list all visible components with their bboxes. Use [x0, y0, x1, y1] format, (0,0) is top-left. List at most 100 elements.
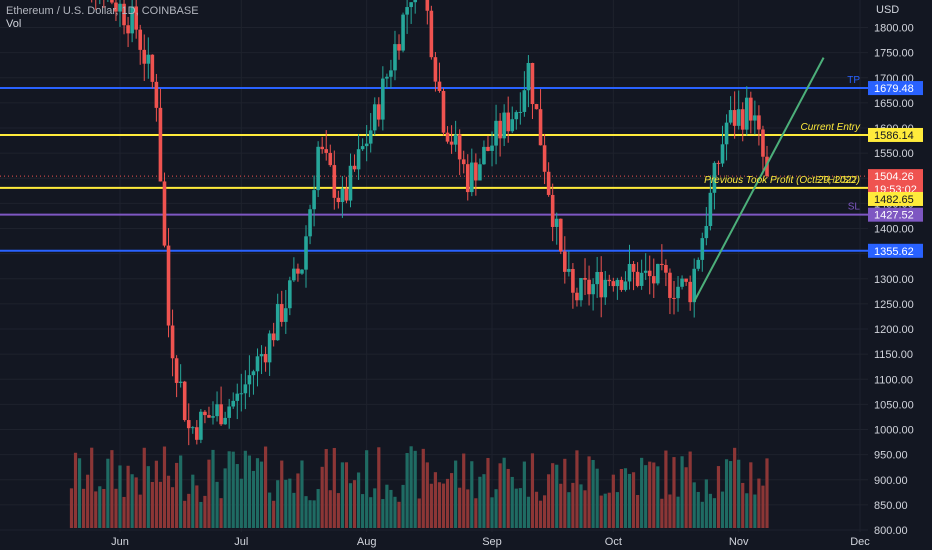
volume-bar	[688, 451, 692, 528]
x-tick-label: Aug	[357, 536, 377, 548]
volume-bar	[405, 453, 409, 528]
time-axis[interactable]: Jun Jul Aug Sep Oct Nov Dec	[111, 536, 870, 548]
candle-body	[445, 132, 450, 142]
candle-body	[186, 420, 191, 429]
candle-body	[651, 276, 656, 284]
candle-body	[502, 112, 506, 139]
volume-bar	[729, 461, 733, 528]
y-tick-label: 1650.00	[874, 98, 914, 110]
candle-body	[728, 110, 733, 123]
volume-bar	[708, 493, 712, 528]
candle-body	[672, 297, 676, 299]
candle-body	[704, 226, 709, 239]
volume-bar	[749, 462, 753, 528]
y-tick-label: 1050.00	[874, 399, 914, 411]
volume-bar	[389, 489, 393, 528]
volume-bar	[276, 480, 280, 528]
candle-body	[251, 371, 256, 376]
volume-bar	[243, 450, 247, 528]
level-tag-label: 1679.48	[874, 83, 914, 95]
y-tick-label: 1300.00	[874, 274, 914, 286]
candle-body	[263, 354, 268, 363]
candle-body	[716, 162, 721, 164]
candle-body	[563, 251, 567, 272]
candle-body	[292, 268, 296, 281]
candle-body	[615, 279, 620, 287]
candle-body	[195, 427, 199, 440]
volume-bar	[272, 500, 276, 528]
candle-body	[522, 90, 527, 112]
candle-body	[441, 90, 446, 133]
volume-bar	[615, 492, 619, 528]
candle-body	[182, 381, 187, 421]
candle-body	[607, 279, 612, 282]
volume-bar	[737, 459, 741, 528]
level-text: TP	[847, 75, 860, 86]
candle-body	[114, 2, 118, 12]
volume-bar	[215, 481, 219, 528]
volume-bar	[138, 494, 142, 528]
volume-bar	[195, 485, 199, 528]
candle-body	[461, 159, 466, 165]
volume-bar	[425, 462, 429, 528]
candle-body	[664, 264, 668, 273]
volume-bar	[542, 495, 547, 528]
candle-body	[757, 115, 761, 130]
volume-bar	[320, 466, 324, 528]
trend-line-segment[interactable]	[693, 57, 825, 302]
level-tag	[868, 207, 923, 222]
candle-body	[219, 404, 223, 425]
candle-body	[312, 190, 316, 210]
volume-bar	[664, 450, 668, 528]
y-tick-label: 1550.00	[874, 148, 914, 160]
volume-bar	[146, 466, 150, 528]
candle-body	[696, 259, 701, 269]
candlesticks	[91, 0, 769, 446]
volume-bar	[684, 467, 688, 528]
volume-bar	[648, 461, 652, 528]
x-tick-label: Dec	[850, 536, 870, 548]
volume-bar	[623, 468, 628, 528]
candle-body	[720, 144, 725, 164]
candle-body	[239, 393, 244, 395]
volume-bar	[259, 461, 264, 528]
candle-body	[558, 218, 563, 252]
volume-bar	[579, 484, 583, 528]
volume-bar	[268, 492, 272, 528]
candle-body	[409, 2, 413, 8]
candle-body	[465, 164, 470, 193]
y-tick-label: 800.00	[874, 525, 908, 537]
volume-bar	[316, 489, 320, 528]
candle-body	[736, 109, 741, 126]
candle-body	[227, 406, 231, 418]
candle-body	[178, 381, 183, 383]
chart-header: Ethereum / U.S. Dollar, 1D, COINBASE Vol	[6, 5, 199, 31]
volume-bar	[676, 496, 680, 528]
candle-body	[490, 145, 494, 151]
candle-body	[761, 129, 765, 157]
candle-body	[376, 104, 381, 120]
candle-body	[368, 130, 373, 144]
volume-bar	[102, 488, 106, 528]
candle-body	[130, 6, 134, 34]
horizontal-levels[interactable]	[0, 87, 868, 252]
candle-body	[425, 0, 430, 11]
candle-body	[247, 375, 252, 385]
candle-body	[599, 271, 604, 298]
level-tag	[868, 127, 923, 142]
volume-bar	[211, 449, 215, 528]
candle-body	[207, 415, 211, 418]
candle-body	[223, 417, 227, 425]
volume-bar	[591, 459, 595, 528]
candle-body	[494, 120, 498, 146]
volume-bar	[114, 488, 118, 528]
volume-bar	[397, 501, 401, 528]
candle-body	[275, 304, 280, 341]
trend-line[interactable]	[693, 57, 825, 302]
candle-body	[348, 165, 353, 201]
volume-bar	[458, 487, 462, 528]
volume-bar	[130, 474, 134, 528]
candle-body	[433, 57, 438, 82]
candle-body	[126, 25, 130, 34]
